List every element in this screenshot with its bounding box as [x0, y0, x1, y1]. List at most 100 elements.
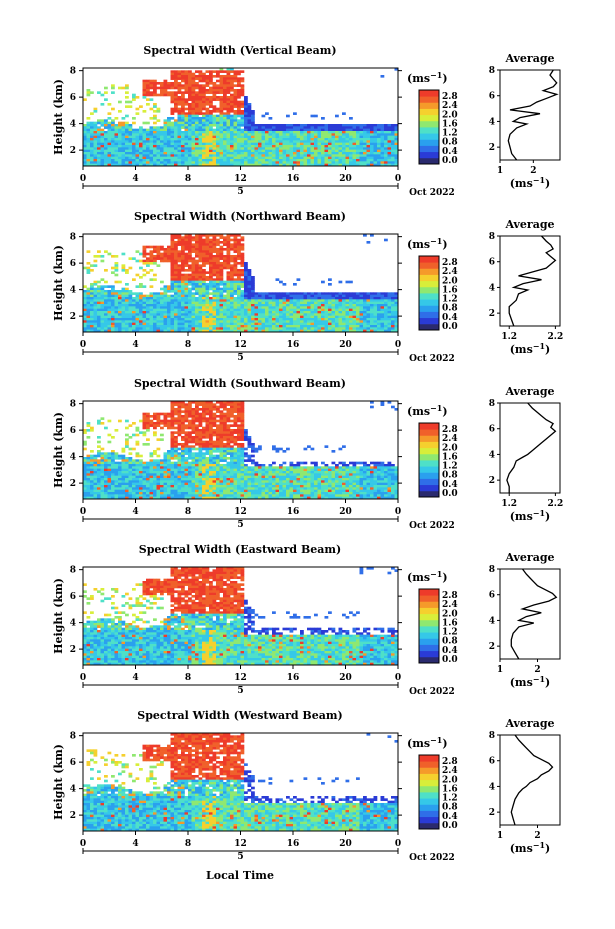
- heatmap-cell: [163, 124, 168, 127]
- heatmap-cell: [370, 325, 374, 328]
- heatmap-cell: [356, 304, 360, 307]
- heatmap-cell: [212, 96, 217, 99]
- heatmap-cell: [90, 133, 94, 136]
- heatmap-cell: [237, 142, 241, 146]
- heatmap-cell: [342, 311, 346, 314]
- heatmap-cell: [359, 297, 364, 300]
- heatmap-cell: [335, 329, 339, 333]
- heatmap-cell: [244, 313, 248, 316]
- heatmap-cell: [331, 320, 336, 323]
- heatmap-cell: [370, 152, 374, 155]
- heatmap-cell: [226, 145, 231, 148]
- heatmap-cell: [149, 485, 154, 488]
- heatmap-cell: [107, 285, 112, 288]
- heatmap-cell: [111, 494, 115, 497]
- heatmap-cell: [237, 255, 241, 258]
- colorbar-segment: [419, 299, 439, 306]
- heatmap-cell: [205, 126, 210, 129]
- heatmap-cell: [293, 126, 297, 129]
- heatmap-cell: [307, 311, 311, 314]
- avg-frame: [499, 235, 561, 327]
- heatmap-cell: [163, 135, 168, 139]
- heatmap-cell: [307, 142, 311, 146]
- heatmap-cell: [153, 311, 157, 314]
- heatmap-cell: [188, 135, 192, 139]
- heatmap-cell: [293, 313, 297, 316]
- heatmap-cell: [128, 149, 133, 153]
- heatmap-cell: [198, 91, 203, 94]
- heatmap-cell: [142, 86, 147, 90]
- heatmap-cell: [205, 248, 210, 251]
- heatmap-cell: [373, 145, 378, 148]
- heatmap-cell: [226, 313, 231, 316]
- heatmap-cell: [352, 311, 357, 314]
- heatmap-cell: [268, 142, 273, 146]
- heatmap-cell: [209, 135, 213, 139]
- heatmap-cell: [188, 250, 192, 253]
- heatmap-cell: [174, 301, 178, 305]
- heatmap-cell: [296, 318, 301, 321]
- colorbar-unit: (ms−1): [407, 70, 448, 85]
- heatmap-cell: [184, 315, 189, 319]
- heatmap-cell: [149, 117, 154, 120]
- heatmap-cell: [342, 325, 346, 328]
- heatmap-cell: [349, 297, 353, 300]
- heatmap-cell: [195, 322, 199, 326]
- heatmap-cell: [146, 145, 150, 148]
- heatmap-cell: [226, 91, 231, 94]
- heatmap-cell: [146, 329, 150, 333]
- heatmap-cell: [104, 315, 108, 319]
- heatmap-cell: [156, 322, 161, 326]
- heatmap-cell: [104, 466, 108, 469]
- heatmap-cell: [90, 471, 94, 474]
- heatmap-cell: [146, 438, 150, 441]
- heatmap-cell: [223, 238, 227, 242]
- heatmap-cell: [104, 304, 108, 307]
- heatmap-cell: [170, 84, 175, 87]
- heatmap-cell: [160, 152, 164, 155]
- heatmap-cell: [86, 91, 91, 94]
- heatmap-cell: [254, 301, 259, 305]
- heatmap-cell: [303, 149, 308, 153]
- heatmap-cell: [223, 98, 227, 101]
- heatmap-cell: [100, 471, 105, 474]
- heatmap-cell: [184, 159, 189, 162]
- heatmap-cell: [223, 236, 227, 239]
- heatmap-cell: [286, 294, 290, 298]
- heatmap-cell: [223, 161, 227, 164]
- heatmap-cell: [230, 311, 234, 314]
- heatmap-cell: [100, 121, 105, 125]
- heatmap-cell: [163, 248, 168, 251]
- heatmap-cell: [181, 297, 185, 300]
- heatmap-cell: [83, 489, 87, 493]
- colorbar-tick-label: 2.8: [442, 92, 458, 102]
- heatmap-cell: [104, 306, 108, 309]
- heatmap-cell: [184, 234, 189, 237]
- heatmap-cell: [125, 322, 129, 326]
- heatmap-cell: [104, 152, 108, 155]
- heatmap-cell: [181, 311, 185, 314]
- heatmap-cell: [184, 304, 189, 307]
- heatmap-cell: [97, 285, 101, 288]
- heatmap-cell: [296, 315, 301, 319]
- heatmap-cell: [107, 103, 112, 106]
- heatmap-cell: [135, 96, 140, 99]
- heatmap-cell: [202, 154, 206, 157]
- heatmap-cell: [223, 255, 227, 258]
- heatmap-cell: [153, 459, 157, 462]
- heatmap-cell: [209, 325, 213, 328]
- heatmap-cell: [191, 91, 196, 94]
- heatmap-cell: [111, 163, 115, 167]
- heatmap-cell: [258, 161, 262, 164]
- heatmap-cell: [338, 142, 343, 146]
- heatmap-cell: [160, 89, 164, 92]
- heatmap-cell: [352, 325, 357, 328]
- heatmap-cell: [139, 494, 143, 497]
- colorbar-segment: [419, 293, 439, 300]
- heatmap-cell: [321, 117, 325, 120]
- heatmap-cell: [240, 292, 245, 295]
- heatmap-cell: [226, 156, 231, 160]
- heatmap-cell: [387, 304, 392, 307]
- heatmap-cell: [202, 117, 206, 120]
- heatmap-cell: [282, 140, 287, 143]
